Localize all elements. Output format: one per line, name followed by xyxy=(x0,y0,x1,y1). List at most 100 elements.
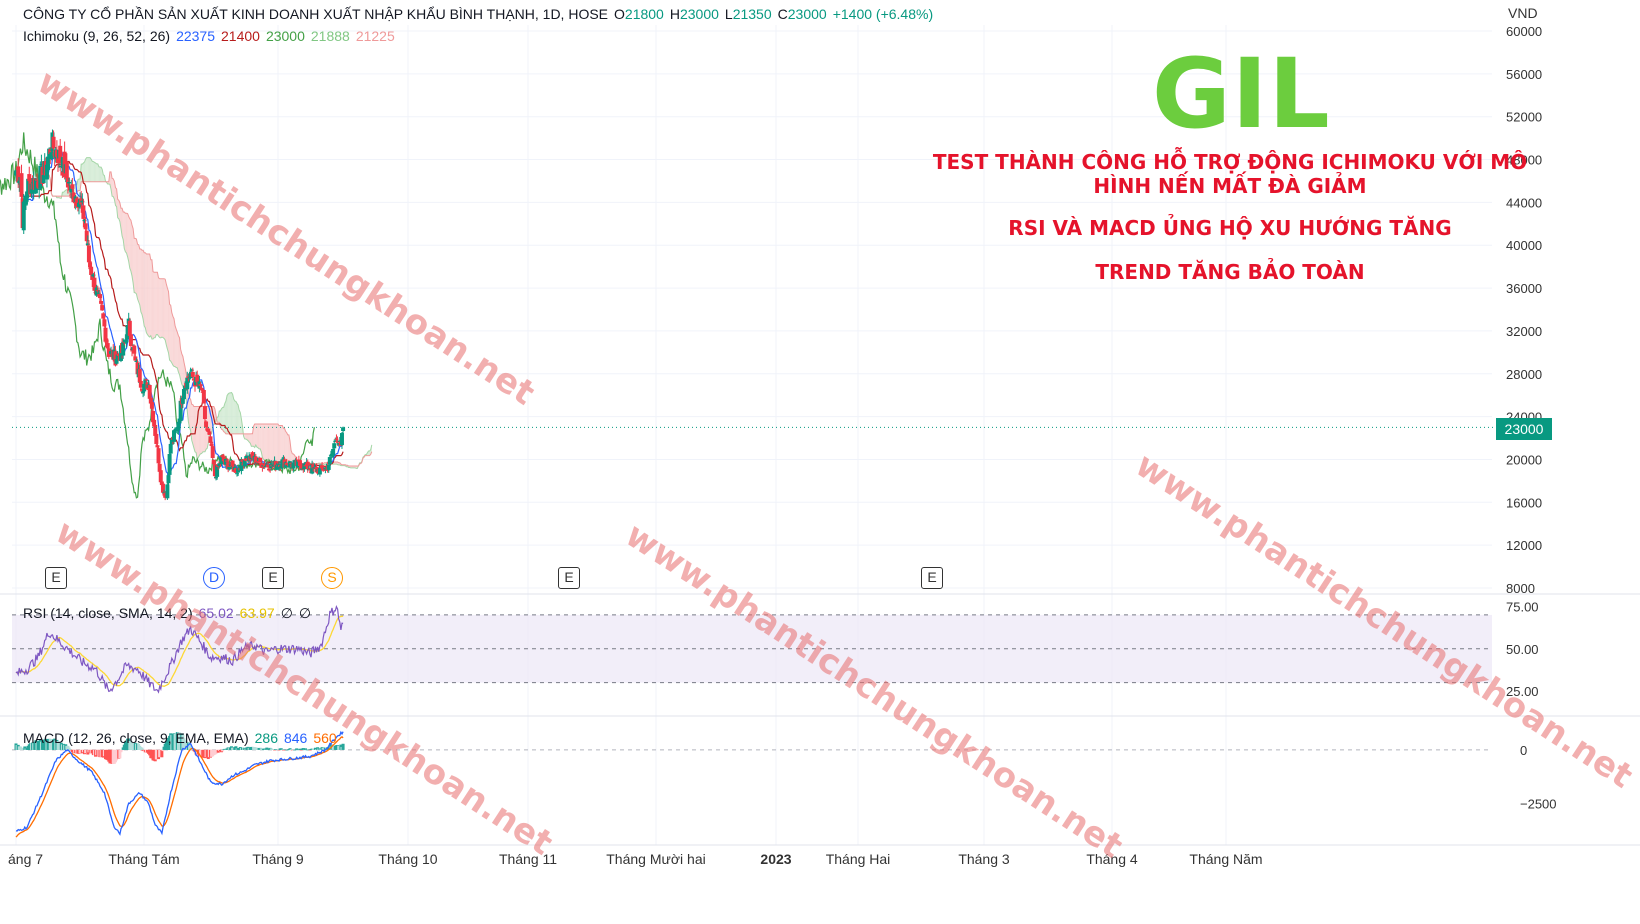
cloud-segment xyxy=(230,392,232,434)
earnings-event-icon[interactable]: E xyxy=(921,567,943,589)
cloud-segment xyxy=(193,406,196,452)
candle-body xyxy=(178,400,183,422)
candle-body xyxy=(152,419,157,427)
dividend-event-icon[interactable]: D xyxy=(203,567,225,589)
candle-body xyxy=(217,463,222,467)
cloud-segment xyxy=(148,253,150,338)
candle-body xyxy=(176,421,181,431)
candle-body xyxy=(204,421,209,428)
lagging-value: 23000 xyxy=(265,28,305,44)
candle-body xyxy=(211,459,216,465)
candle-body xyxy=(144,379,149,381)
earnings-event-icon[interactable]: E xyxy=(262,567,284,589)
candle-body xyxy=(125,324,130,339)
cloud-segment xyxy=(244,433,246,440)
candle-body xyxy=(55,155,60,164)
candle-body xyxy=(305,461,310,470)
candle-body xyxy=(157,463,162,472)
cloud-segment xyxy=(223,403,225,433)
cloud-segment xyxy=(284,428,286,462)
candle-body xyxy=(155,445,160,448)
macd-histogram-bar xyxy=(120,749,124,751)
candle-body xyxy=(101,313,106,319)
price-tick-label: 28000 xyxy=(1506,367,1542,382)
cloud-segment xyxy=(153,271,155,339)
h-value: 23000 xyxy=(679,6,719,22)
candle-body xyxy=(188,373,193,378)
cloud-segment xyxy=(158,277,160,338)
cloud-segment xyxy=(156,272,158,335)
candle-body xyxy=(225,460,230,462)
earnings-event-icon[interactable]: E xyxy=(558,567,580,589)
o-value: 21800 xyxy=(624,6,664,22)
cloud-segment xyxy=(259,424,261,449)
time-tick-label: Tháng 9 xyxy=(252,851,304,867)
candle-body xyxy=(143,379,148,385)
cloud-segment xyxy=(251,433,253,447)
cloud-segment xyxy=(136,239,138,300)
candle-body xyxy=(90,274,95,280)
candle-body xyxy=(292,460,297,463)
cloud-segment xyxy=(168,291,170,361)
cloud-segment xyxy=(132,225,134,283)
split-event-icon[interactable]: S xyxy=(321,567,343,589)
cloud-segment xyxy=(94,162,96,182)
macd-histogram-bar xyxy=(119,749,123,753)
macd-histogram-bar xyxy=(221,749,225,752)
candle-body xyxy=(190,371,195,377)
candle-body xyxy=(339,433,344,446)
candle-body xyxy=(58,145,63,164)
annotation-1: TEST THÀNH CÔNG HỖ TRỢ ĐỘNG ICHIMOKU VỚI… xyxy=(932,150,1528,198)
candle-body xyxy=(154,433,159,444)
earnings-event-icon[interactable]: E xyxy=(45,567,67,589)
macd-legend[interactable]: MACD (12, 26, close, 9, EMA, EMA) 286 846 5… xyxy=(23,730,343,746)
candle-body xyxy=(284,462,289,466)
macd-histogram-bar xyxy=(288,748,292,750)
candle-body xyxy=(175,430,180,432)
rsi-tick-label: 75.00 xyxy=(1506,599,1539,614)
candle-body xyxy=(210,446,215,459)
macd-histogram-bar xyxy=(276,749,280,751)
cloud-segment xyxy=(267,424,270,465)
candle-body xyxy=(183,385,188,391)
candle-body xyxy=(21,201,26,231)
cloud-segment xyxy=(133,228,135,293)
cloud-segment xyxy=(174,318,176,367)
candle-body xyxy=(26,178,31,194)
cloud-segment xyxy=(77,178,79,191)
candle-body xyxy=(206,428,211,432)
macd-histogram-bar xyxy=(304,748,308,750)
cloud-segment xyxy=(257,424,260,449)
candle-body xyxy=(240,459,245,462)
cloud-segment xyxy=(281,425,283,462)
price-tick-label: 44000 xyxy=(1506,195,1542,210)
candle-body xyxy=(115,354,120,361)
cloud-segment xyxy=(147,253,149,337)
candle-body xyxy=(172,430,177,442)
cloud-segment xyxy=(172,316,175,367)
rsi-legend[interactable]: RSI (14, close, SMA, 14, 2) 65.02 63.97 ∅ ∅ xyxy=(23,605,317,622)
candle-body xyxy=(326,464,331,470)
candle-body xyxy=(166,475,171,484)
ichimoku-legend[interactable]: Ichimoku (9, 26, 52, 26) 22375 21400 23000 2… xyxy=(23,28,401,44)
cloud-segment xyxy=(150,259,152,339)
cloud-segment xyxy=(78,178,81,191)
candle-body xyxy=(138,380,143,388)
cloud-segment xyxy=(264,424,266,462)
macd-histogram-bar xyxy=(295,748,299,750)
price-tick-label: 12000 xyxy=(1506,538,1542,553)
candle-body xyxy=(86,245,91,263)
c-label: C xyxy=(777,6,788,22)
cloud-segment xyxy=(122,208,124,240)
candle-body xyxy=(165,484,170,499)
cloud-segment xyxy=(115,187,117,207)
candle-body xyxy=(207,431,212,435)
cloud-segment xyxy=(229,392,231,434)
cloud-segment xyxy=(200,406,202,454)
macd-histogram-bar xyxy=(260,749,264,751)
candle-body xyxy=(23,196,28,205)
cloud-segment xyxy=(201,406,203,454)
candle-body xyxy=(317,468,322,475)
candle-body xyxy=(97,294,102,299)
macd-histogram-bar xyxy=(283,749,287,750)
